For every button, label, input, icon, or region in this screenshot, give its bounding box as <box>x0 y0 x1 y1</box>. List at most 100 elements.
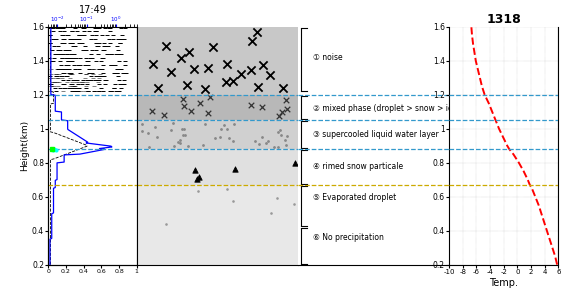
Point <box>229 79 238 83</box>
Point <box>176 141 185 145</box>
Point <box>180 133 189 138</box>
Point <box>210 136 219 141</box>
Point <box>208 45 217 49</box>
Point <box>278 86 287 91</box>
Point <box>161 43 170 48</box>
Point <box>282 143 291 147</box>
Point <box>278 109 287 114</box>
Point <box>269 144 278 149</box>
Point <box>230 167 239 171</box>
Point <box>143 131 153 135</box>
Point <box>193 177 202 181</box>
Point <box>219 123 229 128</box>
Point <box>222 62 231 67</box>
Point <box>185 50 194 54</box>
Point <box>148 109 157 114</box>
X-axis label: Temp.: Temp. <box>489 277 518 288</box>
Point <box>257 135 266 140</box>
Point <box>229 199 238 204</box>
X-axis label: 17:49: 17:49 <box>78 5 107 16</box>
Bar <box>137 120 298 149</box>
Point <box>149 62 158 67</box>
Point <box>272 195 281 200</box>
Point <box>138 129 147 133</box>
Point <box>274 113 284 118</box>
Point <box>276 127 285 132</box>
Point <box>205 94 214 99</box>
Point <box>153 85 162 90</box>
Title: 1318: 1318 <box>486 13 521 26</box>
Point <box>153 134 162 139</box>
Point <box>184 144 193 148</box>
Point <box>290 202 299 206</box>
Point <box>179 127 188 132</box>
Point <box>180 103 189 108</box>
Point <box>229 138 238 143</box>
Text: ③ supercooled liquid water layer: ③ supercooled liquid water layer <box>313 130 439 139</box>
Point <box>251 139 260 144</box>
Point <box>201 121 210 126</box>
Point <box>189 67 198 71</box>
Point <box>191 168 200 173</box>
Point <box>248 39 257 44</box>
Point <box>200 87 209 91</box>
Point <box>281 137 290 142</box>
Point <box>194 175 204 179</box>
Point <box>224 135 233 140</box>
Point <box>236 71 246 76</box>
Point <box>276 132 285 137</box>
Bar <box>137 95 298 120</box>
Point <box>168 120 177 125</box>
Bar <box>137 185 298 265</box>
Point <box>266 210 275 215</box>
Point <box>179 97 188 102</box>
Point <box>247 102 256 107</box>
Point <box>266 72 275 77</box>
Point <box>252 29 261 34</box>
Point <box>217 126 226 131</box>
Point <box>167 127 176 132</box>
Point <box>246 68 255 72</box>
Point <box>273 129 282 134</box>
Point <box>151 125 160 130</box>
Point <box>183 83 192 87</box>
Point <box>145 144 154 149</box>
Point <box>215 134 225 139</box>
Bar <box>137 149 298 185</box>
Point <box>282 106 291 111</box>
Point <box>167 70 176 75</box>
Point <box>198 143 207 148</box>
Y-axis label: Height(km): Height(km) <box>20 120 29 171</box>
Point <box>253 85 263 90</box>
Text: ⑤ Evaporated droplet: ⑤ Evaporated droplet <box>313 193 396 202</box>
Point <box>178 126 187 131</box>
Point <box>176 56 185 60</box>
Point <box>179 133 188 138</box>
Point <box>193 189 202 193</box>
Point <box>222 127 231 132</box>
Point <box>274 144 283 149</box>
Point <box>176 138 185 142</box>
Point <box>259 62 268 67</box>
Point <box>258 105 267 110</box>
Point <box>223 187 232 191</box>
Point <box>204 65 213 70</box>
Point <box>290 161 299 166</box>
Point <box>170 144 179 148</box>
Point <box>162 222 171 227</box>
Text: ⑥ No precipitation: ⑥ No precipitation <box>313 233 384 242</box>
Point <box>204 111 213 115</box>
Point <box>174 140 183 144</box>
Point <box>281 97 290 102</box>
Point <box>196 101 205 106</box>
Text: ① noise: ① noise <box>313 53 343 62</box>
Point <box>137 122 146 126</box>
Point <box>222 80 231 85</box>
Point <box>160 113 169 118</box>
Point <box>262 141 271 146</box>
Point <box>263 139 272 144</box>
Text: ④ rimed snow particale: ④ rimed snow particale <box>313 162 403 172</box>
Point <box>255 141 264 146</box>
Bar <box>137 27 298 95</box>
Point <box>282 134 291 138</box>
